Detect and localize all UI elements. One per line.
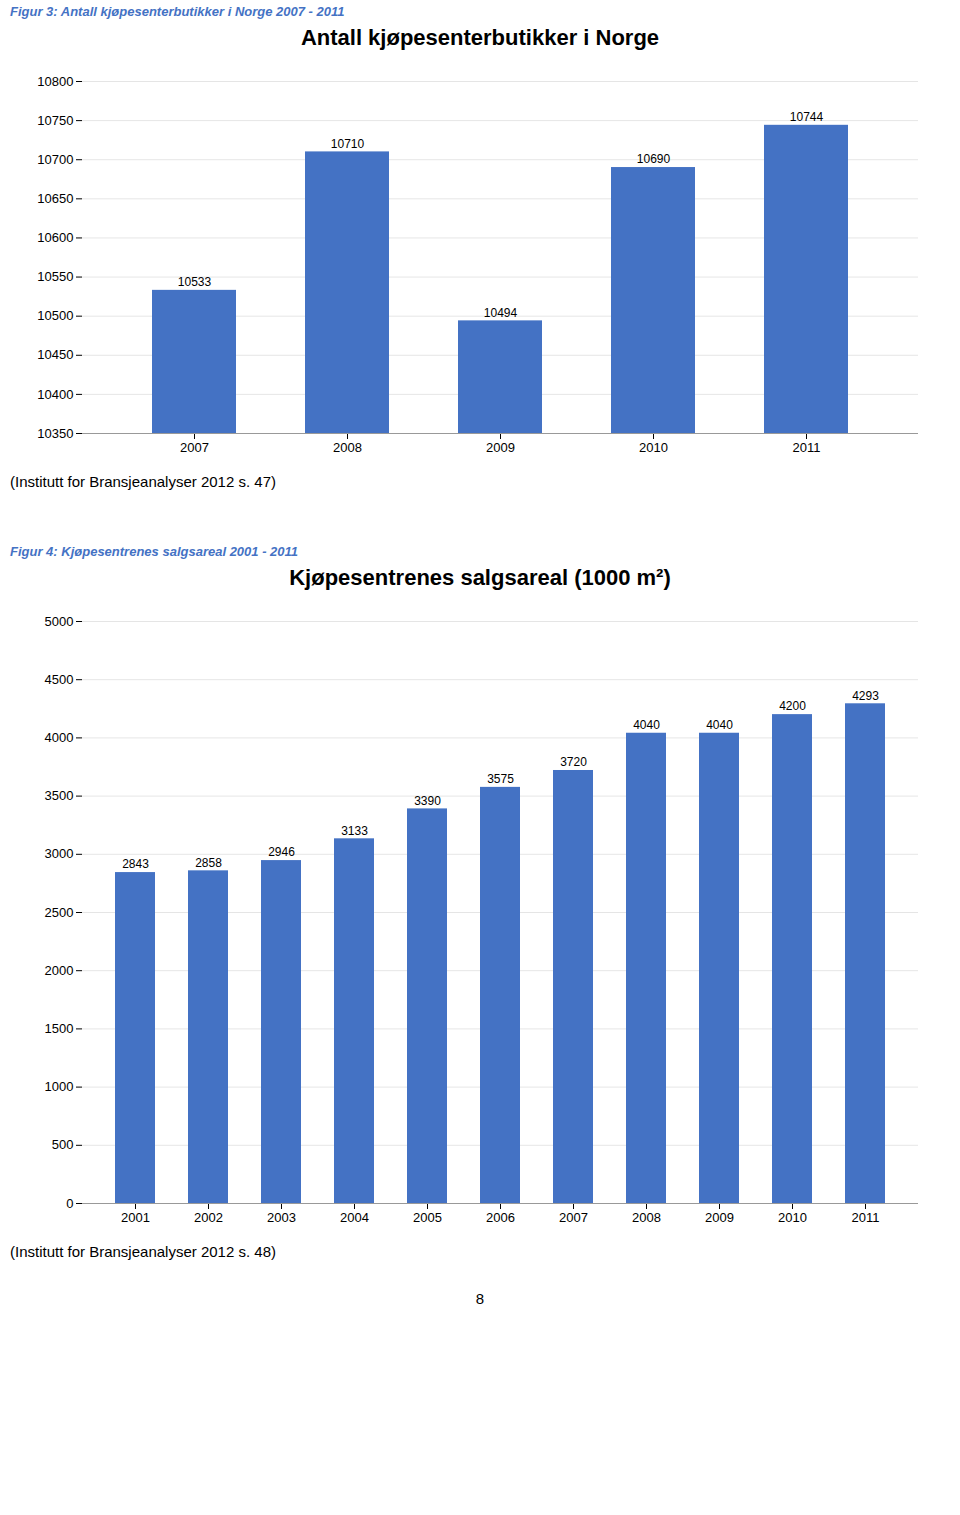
svg-text:10450: 10450 — [37, 347, 73, 362]
svg-text:10710: 10710 — [331, 137, 365, 151]
svg-text:2007: 2007 — [559, 1210, 588, 1225]
svg-text:10800: 10800 — [37, 74, 73, 89]
svg-text:2946: 2946 — [268, 845, 295, 859]
svg-text:2010: 2010 — [639, 440, 668, 455]
svg-text:10350: 10350 — [37, 426, 73, 441]
svg-text:2008: 2008 — [632, 1210, 661, 1225]
svg-text:3390: 3390 — [414, 794, 441, 808]
svg-text:2005: 2005 — [413, 1210, 442, 1225]
svg-text:500: 500 — [52, 1137, 74, 1152]
svg-text:2002: 2002 — [194, 1210, 223, 1225]
svg-text:3000: 3000 — [45, 846, 74, 861]
svg-text:4200: 4200 — [779, 699, 806, 713]
svg-text:10744: 10744 — [790, 110, 824, 124]
svg-text:2007: 2007 — [180, 440, 209, 455]
svg-text:1500: 1500 — [45, 1021, 74, 1036]
svg-text:2001: 2001 — [121, 1210, 150, 1225]
svg-text:2000: 2000 — [45, 963, 74, 978]
html-text:Figur 4: Kjøpesentrenes salgsa: Figur 4: Kjøpesentrenes salgsareal 2001 … — [10, 544, 299, 559]
svg-text:2858: 2858 — [195, 856, 222, 870]
html-text:(Institutt for Bransjeanalyser: (Institutt for Bransjeanalyser 2012 s. 4… — [10, 473, 276, 490]
html-text:Figur 3: Antall kjøpesenterbut: Figur 3: Antall kjøpesenterbutikker i No… — [10, 4, 345, 19]
svg-text:2008: 2008 — [333, 440, 362, 455]
svg-text:2010: 2010 — [778, 1210, 807, 1225]
svg-text:10750: 10750 — [37, 113, 73, 128]
svg-text:10400: 10400 — [37, 387, 73, 402]
svg-text:5000: 5000 — [45, 614, 74, 629]
html-text:(Institutt for Bransjeanalyser: (Institutt for Bransjeanalyser 2012 s. 4… — [10, 1243, 276, 1260]
html-text:Kjøpesentrenes salgsareal (100: Kjøpesentrenes salgsareal (1000 m²) — [289, 565, 671, 590]
svg-text:4293: 4293 — [852, 689, 879, 703]
svg-text:2011: 2011 — [852, 1210, 880, 1225]
svg-text:10700: 10700 — [37, 152, 73, 167]
svg-text:1000: 1000 — [45, 1079, 74, 1094]
svg-text:10550: 10550 — [37, 269, 73, 284]
svg-text:2500: 2500 — [45, 905, 74, 920]
svg-text:3720: 3720 — [560, 755, 587, 769]
svg-text:4000: 4000 — [45, 730, 74, 745]
html-text:Antall kjøpesenterbutikker i N: Antall kjøpesenterbutikker i Norge — [300, 25, 660, 50]
svg-text:2006: 2006 — [486, 1210, 515, 1225]
svg-text:2009: 2009 — [705, 1210, 734, 1225]
svg-text:4040: 4040 — [706, 718, 733, 732]
svg-text:3575: 3575 — [487, 772, 514, 786]
svg-text:10533: 10533 — [178, 275, 212, 289]
html-text:8: 8 — [475, 1290, 485, 1307]
svg-text:2009: 2009 — [486, 440, 515, 455]
svg-text:10600: 10600 — [37, 230, 73, 245]
svg-text:2004: 2004 — [340, 1210, 369, 1225]
svg-text:4040: 4040 — [633, 718, 660, 732]
svg-text:3133: 3133 — [341, 824, 368, 838]
svg-text:3500: 3500 — [45, 788, 74, 803]
svg-text:2003: 2003 — [267, 1210, 296, 1225]
svg-text:10500: 10500 — [37, 308, 73, 323]
svg-text:2843: 2843 — [122, 857, 149, 871]
svg-text:10690: 10690 — [637, 152, 671, 166]
svg-text:10494: 10494 — [484, 306, 518, 320]
svg-text:4500: 4500 — [45, 672, 74, 687]
svg-text:0: 0 — [66, 1196, 73, 1211]
svg-text:2011: 2011 — [793, 440, 821, 455]
svg-text:10650: 10650 — [37, 191, 73, 206]
